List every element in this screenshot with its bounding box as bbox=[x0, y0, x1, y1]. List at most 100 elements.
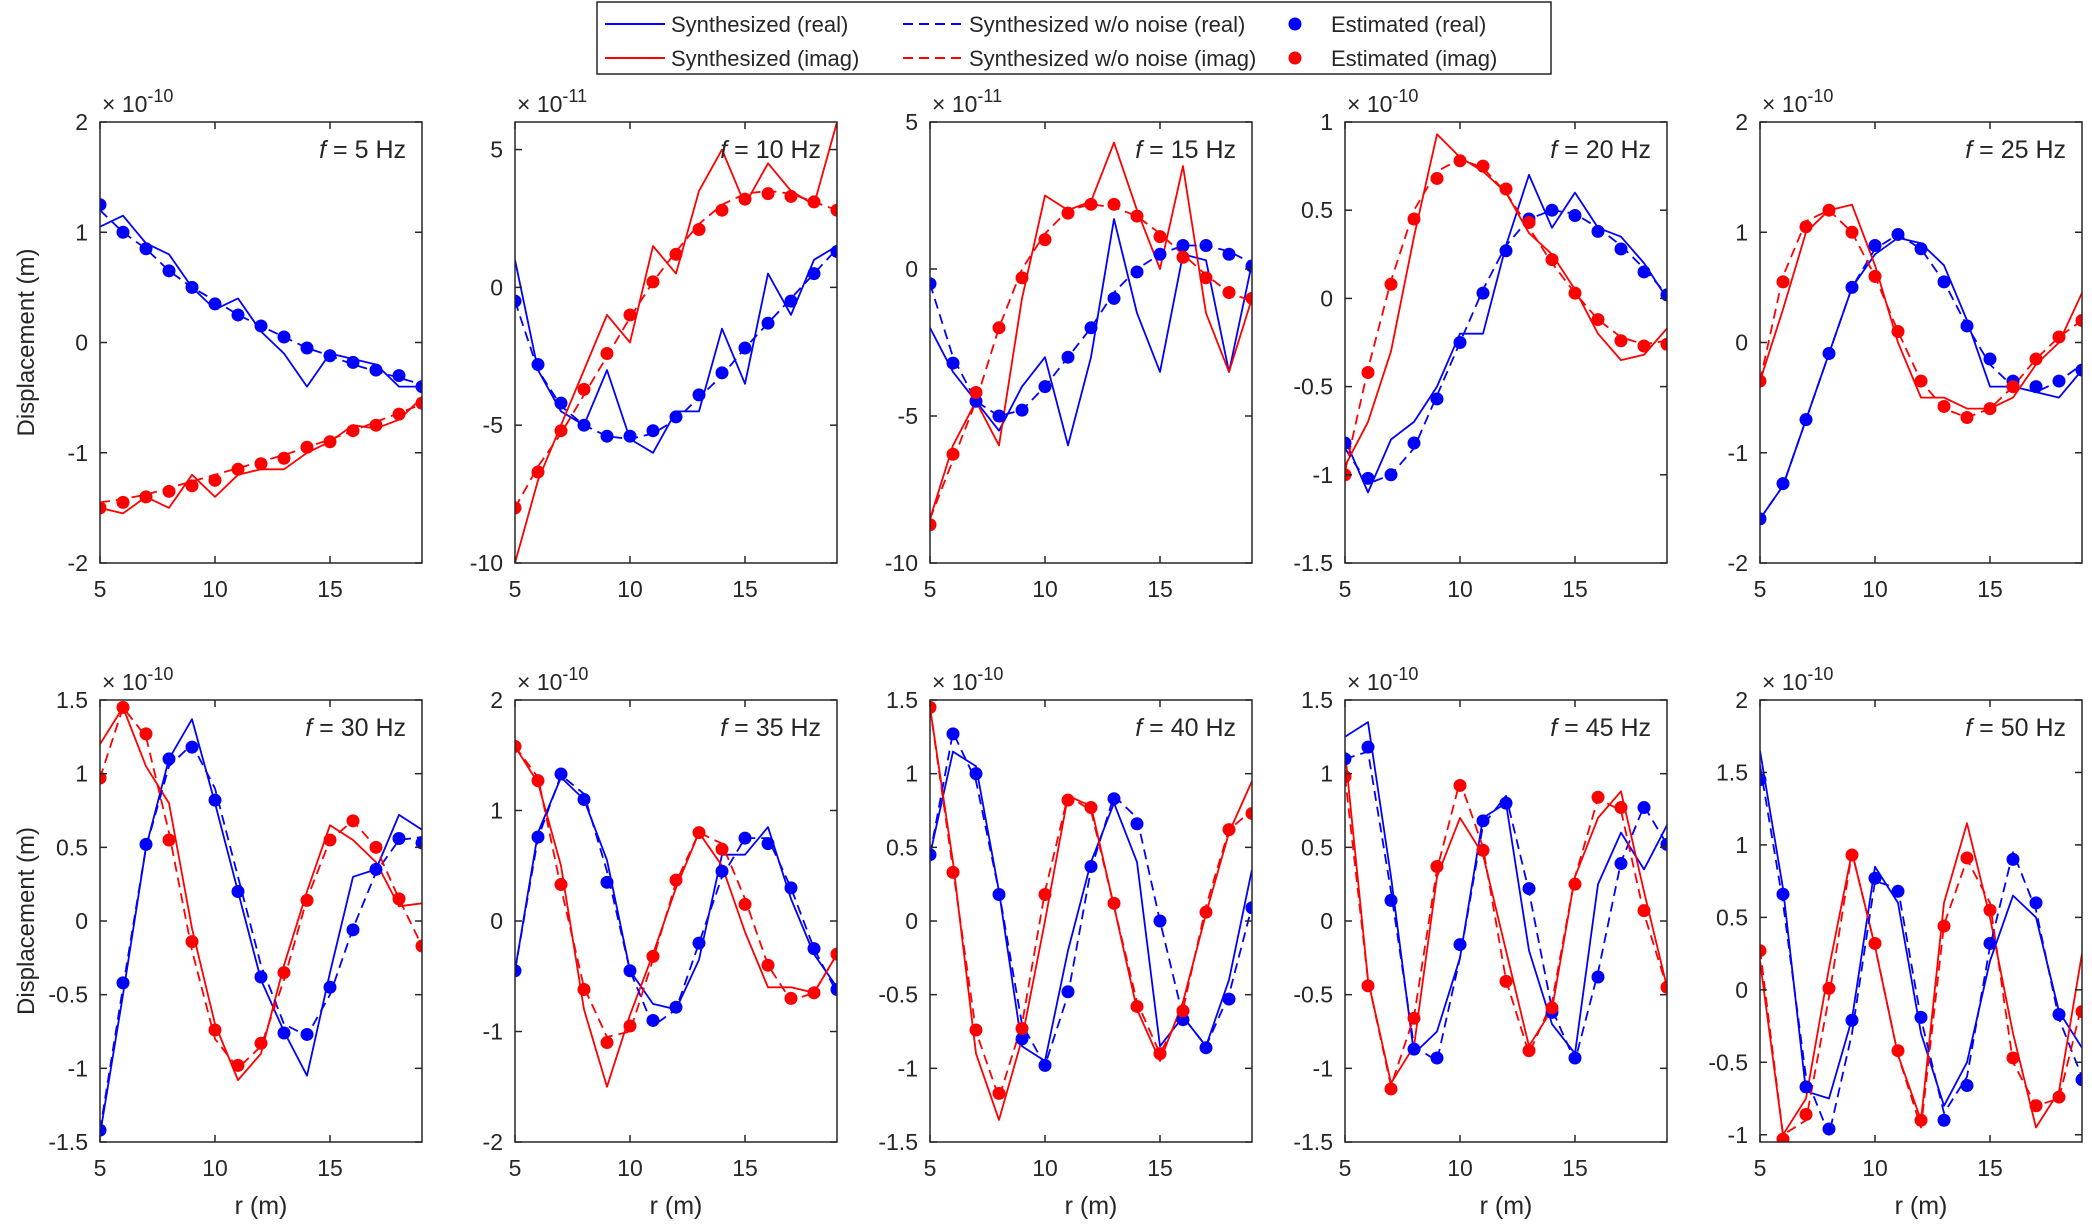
point-estimated-imag bbox=[1545, 1001, 1559, 1015]
point-estimated-real bbox=[100, 1123, 107, 1137]
point-estimated-imag bbox=[139, 727, 153, 741]
panel: 5 10 15 -10 -5 0 5 × 10-11 f = 10 Hz bbox=[470, 86, 838, 602]
y-tick-label: 0 bbox=[1735, 330, 1748, 356]
point-estimated-real bbox=[323, 980, 337, 994]
x-axis-label: r (m) bbox=[1065, 1192, 1118, 1220]
exponent-base: × 10 bbox=[517, 91, 562, 117]
legend: Synthesized (real) Synthesized w/o noise … bbox=[596, 1, 1552, 75]
x-axis-label: r (m) bbox=[235, 1192, 288, 1220]
point-estimated-real bbox=[1522, 882, 1536, 896]
point-estimated-real bbox=[1430, 1051, 1444, 1065]
point-estimated-imag bbox=[208, 1023, 222, 1037]
point-estimated-real bbox=[1545, 203, 1559, 217]
plot-area bbox=[100, 198, 422, 515]
point-estimated-imag bbox=[162, 484, 176, 498]
point-estimated-real bbox=[346, 355, 360, 369]
point-estimated-imag bbox=[1760, 374, 1767, 388]
exponent-power: - bbox=[1807, 86, 1813, 106]
point-estimated-imag bbox=[1222, 823, 1236, 837]
point-estimated-real bbox=[738, 831, 752, 845]
y-tick-label: 2 bbox=[75, 109, 88, 135]
point-estimated-real bbox=[277, 330, 291, 344]
plot-area bbox=[930, 700, 1252, 1121]
point-estimated-real bbox=[1407, 436, 1421, 450]
point-estimated-real bbox=[554, 767, 568, 781]
point-estimated-real bbox=[1476, 286, 1490, 300]
point-estimated-imag bbox=[1591, 790, 1605, 804]
point-estimated-real bbox=[1568, 1051, 1582, 1065]
y-tick-label: 1.5 bbox=[1301, 687, 1333, 713]
x-tick-label: 10 bbox=[1447, 576, 1473, 602]
point-estimated-real bbox=[116, 225, 130, 239]
y-tick-label: 1 bbox=[905, 761, 918, 787]
x-tick-label: 15 bbox=[732, 576, 758, 602]
axes-box bbox=[1759, 121, 2083, 564]
x-tick-label: 5 bbox=[1754, 576, 1767, 602]
point-estimated-imag bbox=[946, 447, 960, 461]
panel-title-f: f bbox=[1965, 714, 1975, 742]
y-tick-label: -0.5 bbox=[1708, 1049, 1748, 1075]
point-estimated-imag bbox=[1015, 271, 1029, 285]
x-tick-label: 10 bbox=[1862, 1155, 1888, 1181]
point-estimated-imag bbox=[116, 700, 130, 714]
point-estimated-imag bbox=[1591, 313, 1605, 327]
legend-label: Estimated (real) bbox=[1331, 12, 1486, 37]
point-estimated-real bbox=[531, 358, 545, 372]
point-estimated-imag bbox=[1430, 859, 1444, 873]
point-estimated-imag bbox=[300, 440, 314, 454]
point-estimated-imag bbox=[669, 247, 683, 261]
point-estimated-imag bbox=[830, 947, 837, 961]
exponent-value: 10 bbox=[1813, 664, 1833, 684]
panel-title-freq: 15 Hz bbox=[1171, 136, 1236, 164]
point-estimated-imag bbox=[254, 457, 268, 471]
point-estimated-real bbox=[646, 1013, 660, 1027]
point-estimated-real bbox=[2075, 363, 2082, 377]
legend-label: Synthesized (real) bbox=[671, 12, 848, 37]
x-tick-label: 15 bbox=[732, 1155, 758, 1181]
point-estimated-real bbox=[784, 881, 798, 895]
legend-label: Estimated (imag) bbox=[1331, 46, 1497, 71]
point-estimated-real bbox=[1568, 208, 1582, 222]
point-estimated-imag bbox=[369, 840, 383, 854]
point-estimated-imag bbox=[1061, 206, 1075, 220]
point-estimated-imag bbox=[1799, 1107, 1813, 1121]
series-clean-imag bbox=[930, 203, 1252, 520]
point-estimated-imag bbox=[1660, 980, 1667, 994]
series-clean-real bbox=[100, 209, 422, 386]
exponent-value: 10 bbox=[153, 664, 173, 684]
point-estimated-imag bbox=[969, 1023, 983, 1037]
point-estimated-real bbox=[1038, 380, 1052, 394]
axis-exponent: × 10-10 bbox=[517, 664, 588, 695]
point-estimated-imag bbox=[515, 739, 522, 753]
panel-title: f = 10 Hz bbox=[720, 136, 821, 164]
point-estimated-imag bbox=[1891, 1044, 1905, 1058]
point-estimated-real bbox=[1176, 238, 1190, 252]
panel-title-rest: = bbox=[1557, 136, 1586, 164]
point-estimated-imag bbox=[1545, 253, 1559, 267]
point-estimated-real bbox=[623, 429, 637, 443]
exponent-power: - bbox=[562, 86, 568, 106]
point-estimated-imag bbox=[1222, 286, 1236, 300]
point-estimated-imag bbox=[1960, 410, 1974, 424]
point-estimated-imag bbox=[1407, 1011, 1421, 1025]
point-estimated-imag bbox=[692, 826, 706, 840]
point-estimated-real bbox=[2029, 896, 2043, 910]
y-tick-label: -10 bbox=[885, 550, 918, 576]
point-estimated-real bbox=[946, 356, 960, 370]
exponent-power: - bbox=[147, 664, 153, 684]
y-tick-label: 0 bbox=[905, 908, 918, 934]
point-estimated-imag bbox=[1637, 339, 1651, 353]
point-estimated-real bbox=[231, 308, 245, 322]
y-tick-label: 1 bbox=[1735, 219, 1748, 245]
point-estimated-real bbox=[369, 862, 383, 876]
panel-title-freq: 50 Hz bbox=[2001, 714, 2066, 742]
point-estimated-imag bbox=[577, 983, 591, 997]
point-estimated-imag bbox=[1891, 324, 1905, 338]
point-estimated-real bbox=[784, 294, 798, 308]
panel-title: f = 45 Hz bbox=[1550, 714, 1651, 742]
x-tick-label: 15 bbox=[1147, 576, 1173, 602]
panel-title-rest: = bbox=[1972, 136, 2001, 164]
point-estimated-imag bbox=[515, 501, 522, 515]
point-estimated-real bbox=[1845, 1013, 1859, 1027]
point-estimated-imag bbox=[830, 203, 837, 217]
